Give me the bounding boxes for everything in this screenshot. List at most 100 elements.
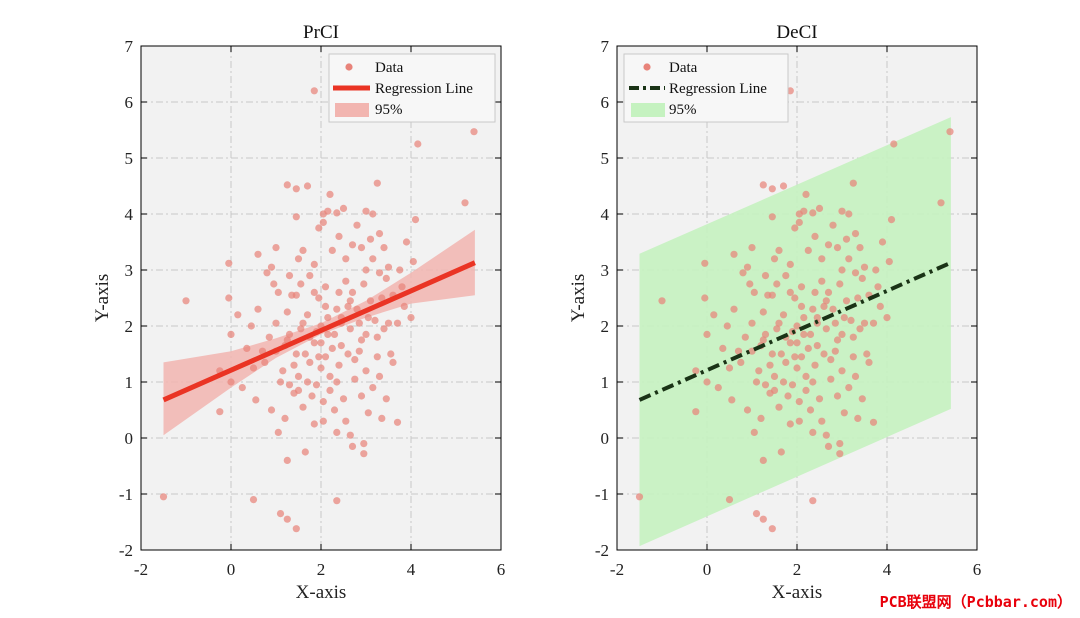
data-point: [795, 417, 803, 425]
data-point: [380, 244, 388, 252]
y-tick-label: 1: [125, 373, 134, 392]
data-point: [328, 246, 336, 254]
data-point: [786, 339, 794, 347]
data-point: [319, 218, 327, 226]
data-point: [842, 235, 851, 243]
data-point: [333, 428, 341, 436]
legend: Data Regression Line 95%: [328, 53, 496, 123]
data-point: [299, 246, 307, 254]
data-point: [303, 378, 312, 386]
data-point: [306, 358, 314, 366]
data-point: [750, 428, 758, 436]
y-axis-label: Y-axis: [92, 274, 113, 323]
data-point: [723, 322, 731, 330]
data-point: [791, 224, 799, 232]
data-point: [263, 269, 271, 277]
data-point: [885, 258, 893, 266]
y-tick-label: 1: [601, 373, 610, 392]
x-tick-label: 4: [883, 560, 892, 579]
data-point: [851, 230, 860, 238]
data-point: [362, 266, 370, 274]
data-point: [759, 515, 767, 523]
data-point: [822, 325, 830, 333]
data-point: [748, 347, 756, 355]
data-point: [734, 347, 743, 355]
data-point: [288, 291, 296, 299]
data-point: [225, 294, 233, 302]
data-point: [375, 269, 384, 277]
legend-band-marker: [631, 103, 665, 117]
data-point: [872, 266, 880, 274]
data-point: [243, 344, 251, 352]
data-point: [234, 311, 242, 319]
data-point: [382, 395, 390, 403]
data-point: [315, 353, 323, 361]
y-tick-label: 6: [601, 93, 610, 112]
data-point: [355, 347, 363, 355]
data-point: [249, 364, 258, 372]
data-point: [759, 181, 767, 189]
y-tick-label: -1: [119, 485, 133, 504]
data-point: [831, 347, 839, 355]
data-point: [813, 314, 821, 322]
data-point: [317, 364, 325, 372]
data-point: [775, 246, 783, 254]
x-tick-label: 6: [497, 560, 506, 579]
data-point: [351, 356, 359, 364]
y-tick-label: 7: [125, 37, 134, 56]
data-point: [741, 333, 749, 341]
data-point: [703, 378, 711, 386]
data-point: [737, 358, 745, 366]
data-point: [285, 381, 294, 389]
data-point: [299, 319, 307, 327]
data-point: [739, 269, 747, 277]
panel-deci: -2 0 2 4 6 -2 -1 0 1 2 3 4 5 6 7 DeCI X-axis Y-axis D…: [568, 22, 981, 603]
legend-data-marker: [643, 63, 651, 71]
data-point: [364, 409, 372, 417]
panel-title: DeCI: [776, 22, 817, 43]
x-tick-label: 0: [227, 560, 236, 579]
data-point: [878, 238, 887, 246]
data-point: [389, 358, 397, 366]
data-point: [292, 525, 300, 533]
data-point: [768, 350, 776, 358]
data-point: [840, 314, 848, 322]
data-point: [333, 209, 341, 217]
data-point: [384, 319, 393, 327]
data-point: [836, 450, 844, 458]
data-point: [346, 297, 354, 305]
data-point: [285, 272, 294, 280]
data-point: [840, 409, 848, 417]
data-point: [757, 414, 765, 422]
data-point: [701, 294, 709, 302]
data-point: [797, 302, 806, 310]
data-point: [800, 330, 808, 338]
data-point: [303, 311, 312, 319]
data-point: [362, 207, 370, 215]
data-point: [827, 356, 835, 364]
data-point: [876, 302, 884, 310]
x-tick-label: -2: [610, 560, 624, 579]
data-point: [319, 417, 327, 425]
y-tick-label: 5: [125, 149, 134, 168]
data-point: [393, 418, 402, 426]
data-point: [411, 216, 420, 224]
data-point: [777, 448, 785, 456]
data-point: [252, 396, 260, 404]
data-point: [396, 266, 404, 274]
data-point: [782, 358, 790, 366]
data-point: [849, 179, 857, 187]
data-point: [811, 361, 819, 369]
data-point: [384, 263, 393, 271]
data-point: [777, 350, 785, 358]
legend-band-label: 95%: [669, 102, 697, 118]
data-point: [324, 330, 332, 338]
data-point: [847, 316, 855, 324]
data-point: [344, 302, 352, 310]
data-point: [348, 288, 357, 296]
data-point: [333, 378, 341, 386]
data-point: [849, 353, 857, 361]
data-point: [310, 87, 318, 95]
data-point: [414, 140, 422, 148]
